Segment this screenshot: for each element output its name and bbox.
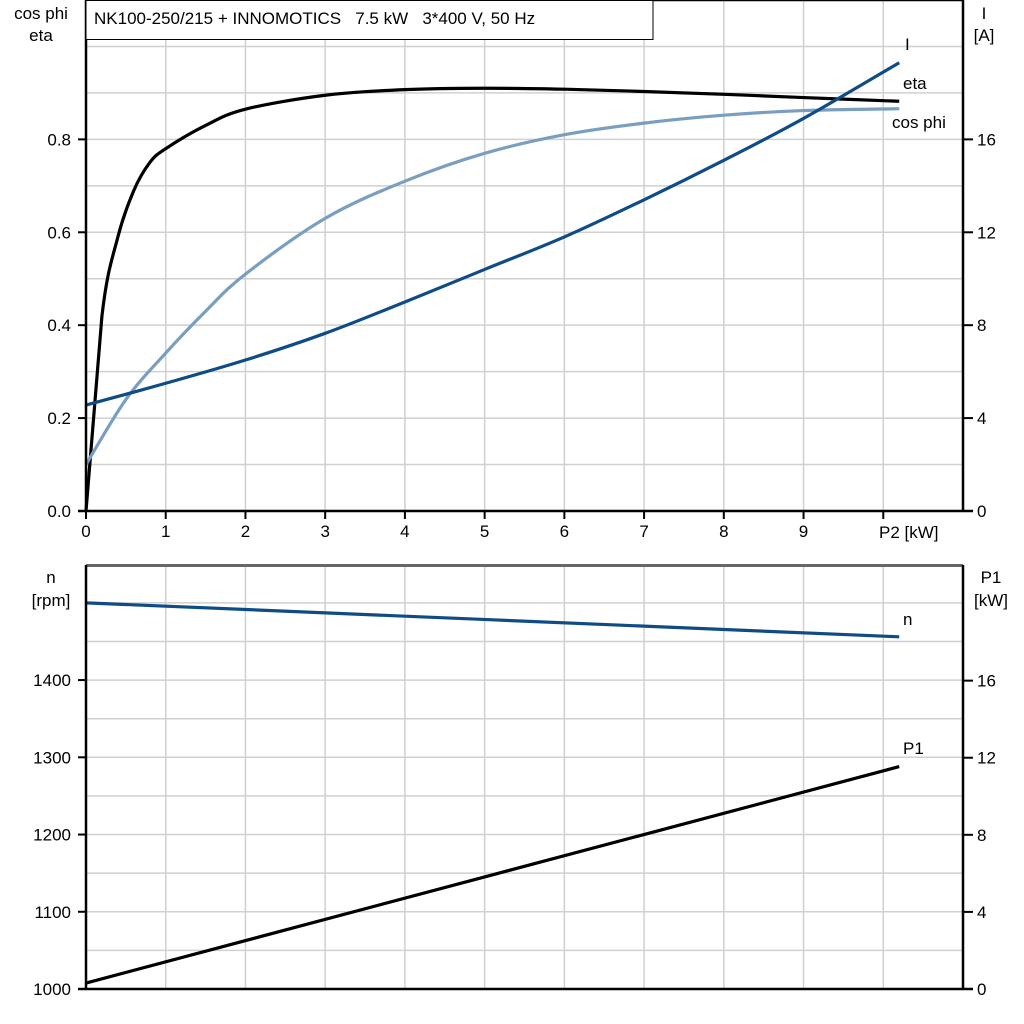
axes — [78, 0, 973, 991]
x-axis-label: P2 [kW] — [879, 523, 939, 542]
x-tick-label: 9 — [799, 522, 808, 541]
left-tick-label: 0.0 — [47, 502, 71, 521]
x-tick-label: 3 — [320, 522, 329, 541]
series-label-I: I — [905, 35, 910, 54]
right-tick-label: 0 — [977, 502, 986, 521]
right-tick-label: 4 — [977, 409, 986, 428]
right-tick-label: 4 — [977, 903, 986, 922]
bottom-right-axis-label-2: [kW] — [974, 591, 1008, 610]
curves — [84, 61, 901, 985]
top-right-axis-label-2: [A] — [974, 26, 995, 45]
top-grid — [86, 0, 963, 511]
top-right-axis-label-1: I — [982, 4, 987, 23]
left-tick-label: 1100 — [34, 903, 71, 922]
left-tick-label: 0.2 — [47, 409, 71, 428]
series-label-eta: eta — [903, 74, 927, 93]
series-line-P1 — [85, 765, 900, 985]
bottom-grid — [86, 565, 963, 989]
series-line-eta — [84, 86, 900, 512]
right-tick-label: 8 — [977, 826, 986, 845]
left-tick-label: 1400 — [33, 671, 71, 690]
top-left-axis-label-1: cos phi — [14, 4, 68, 23]
series-label-cos-phi: cos phi — [892, 113, 946, 132]
x-tick-label: 2 — [241, 522, 250, 541]
right-tick-label: 0 — [977, 980, 986, 999]
series-line-I — [85, 61, 901, 407]
x-tick-label: 4 — [400, 522, 409, 541]
bottom-left-axis-label-2: [rpm] — [32, 591, 71, 610]
series-line-n — [85, 601, 900, 639]
left-tick-label: 0.4 — [47, 316, 71, 335]
left-tick-label: 1000 — [33, 980, 71, 999]
x-tick-label: 8 — [719, 522, 728, 541]
series-label-n: n — [903, 610, 912, 629]
left-tick-label: 0.6 — [47, 223, 71, 242]
bottom-right-axis-label-1: P1 — [981, 568, 1002, 587]
series-line-cos-phi — [84, 107, 900, 466]
title-box — [85, 0, 654, 40]
right-tick-label: 12 — [977, 749, 996, 768]
x-tick-label: 6 — [560, 522, 569, 541]
right-tick-label: 12 — [977, 223, 996, 242]
x-tick-label: 0 — [81, 522, 90, 541]
left-tick-label: 1200 — [33, 826, 71, 845]
x-tick-label: 1 — [161, 522, 170, 541]
right-tick-label: 16 — [977, 130, 996, 149]
right-tick-label: 8 — [977, 316, 986, 335]
right-tick-label: 16 — [977, 672, 996, 691]
x-tick-label: 5 — [480, 522, 489, 541]
bottom-left-axis-label-1: n — [46, 568, 55, 587]
x-tick-label: 7 — [639, 522, 648, 541]
top-left-axis-label-2: eta — [29, 26, 53, 45]
chart-title: NK100-250/215 + INNOMOTICS 7.5 kW 3*400 … — [94, 9, 535, 28]
series-label-P1: P1 — [903, 739, 924, 758]
left-tick-label: 0.8 — [47, 130, 71, 149]
left-tick-label: 1300 — [33, 748, 71, 767]
